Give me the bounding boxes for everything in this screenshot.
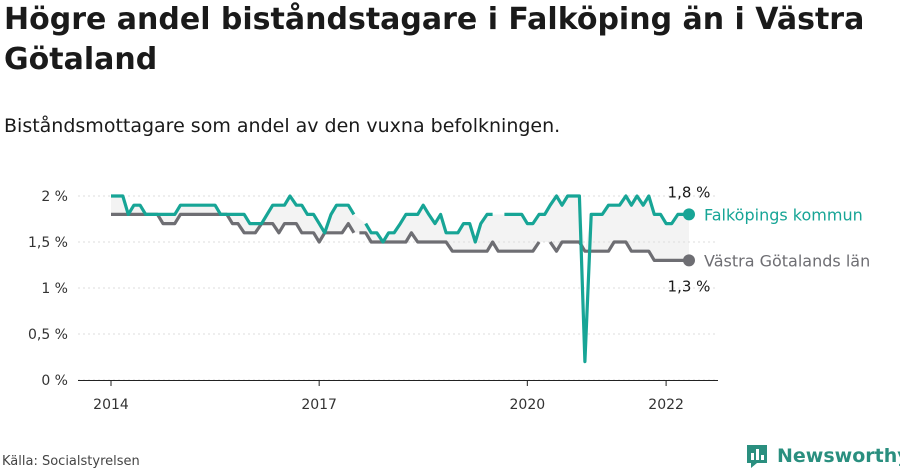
end-marker-vastra-gotalands-lan (683, 254, 695, 267)
series-line-falkopings-kommun (364, 203, 493, 244)
difference-band (111, 196, 689, 261)
x-tick-label: 2022 (648, 397, 684, 413)
y-tick-label: 2 % (41, 189, 68, 205)
series-line-falkopings-kommun (504, 194, 689, 364)
y-tick-label: 0,5 % (28, 327, 68, 343)
x-tick-label: 2020 (510, 397, 546, 413)
series-label-falkopings-kommun: Falköpings kommun (704, 205, 863, 224)
end-value-label-vastra-gotalands-lan: 1,3 % (668, 277, 711, 295)
brand-logo: Newsworthy (745, 442, 900, 470)
y-tick-label: 0 % (41, 373, 68, 389)
newsworthy-logo-icon (747, 445, 767, 468)
x-tick-label: 2017 (301, 397, 337, 413)
source-note: Källa: Socialstyrelsen (2, 454, 140, 469)
brand-name: Newsworthy (777, 445, 900, 467)
y-tick-label: 1,5 % (28, 235, 68, 251)
y-tick-label: 1 % (41, 281, 68, 297)
end-value-label-falkopings-kommun: 1,8 % (668, 183, 711, 201)
chart-subtitle: Biståndsmottagare som andel av den vuxna… (4, 115, 561, 137)
series-line-vastra-gotalands-lan (359, 231, 541, 253)
series-line-vastra-gotalands-lan (548, 240, 689, 262)
series-line-falkopings-kommun (111, 194, 356, 235)
x-tick-label: 2014 (93, 397, 129, 413)
series-label-vastra-gotalands-lan: Västra Götalands län (704, 251, 870, 270)
chart-title: Högre andel biståndstagare i Falköping ä… (4, 2, 865, 77)
end-marker-falkopings-kommun (683, 208, 695, 221)
